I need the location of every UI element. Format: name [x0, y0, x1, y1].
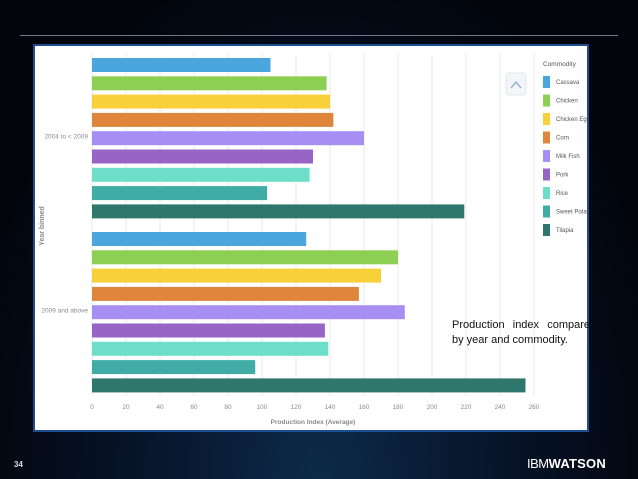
bar-cassava [92, 58, 271, 72]
x-tick-label: 240 [495, 404, 506, 411]
bar-tilapia [92, 378, 526, 393]
legend-title: Commodity [543, 61, 577, 68]
title-divider-line [20, 35, 618, 36]
bar-chicken-egg [92, 94, 330, 109]
legend-swatch [543, 131, 550, 144]
legend-swatch [543, 224, 550, 236]
x-tick-label: 220 [461, 404, 472, 411]
bar-pork [92, 323, 325, 338]
chart-panel: 2004 to < 2009 2009 and above 0 20 40 60 80 100… [33, 44, 589, 432]
bar-rice [92, 167, 310, 182]
chevron-up-icon [510, 80, 522, 89]
legend-label: Milk Fish [556, 154, 580, 160]
ibm-watson-logo: IBMWATSON [527, 456, 606, 471]
bar-milk-fish [92, 131, 364, 146]
legend-label: Cassava [556, 80, 580, 86]
legend-swatch [543, 76, 550, 88]
x-tick-label: 40 [156, 404, 164, 411]
legend-swatch [543, 168, 550, 181]
bar-chicken [92, 76, 327, 91]
y-category-label: 2004 to < 2009 [44, 133, 88, 140]
bar-cassava [92, 232, 307, 246]
x-tick-label: 60 [190, 404, 198, 411]
y-axis-title: Year binned [39, 206, 46, 246]
legend-swatch [543, 187, 550, 199]
legend-label: Rice [556, 191, 569, 197]
production-index-chart: 2004 to < 2009 2009 and above 0 20 40 60 80 100… [39, 54, 587, 426]
page-number: 34 [14, 460, 23, 469]
y-category-label: 2009 and above [41, 307, 88, 314]
legend-swatch [543, 150, 550, 162]
legend-swatch [543, 205, 550, 218]
bar-sweet-potato [92, 186, 268, 201]
bar-chicken-egg [92, 268, 381, 283]
x-tick-label: 160 [359, 404, 370, 411]
bar-corn [92, 286, 359, 301]
legend-swatch [543, 113, 550, 125]
legend-swatch [543, 94, 550, 107]
legend-label: Pork [556, 173, 569, 179]
logo-ibm-text: IBM [527, 456, 549, 471]
legend-label: Tilapia [556, 228, 574, 234]
bar-milk-fish [92, 305, 405, 320]
x-tick-label: 0 [90, 404, 94, 411]
bar-tilapia [92, 204, 465, 219]
legend-label: Chicken [556, 99, 578, 105]
legend-label: Corn [556, 136, 569, 142]
x-tick-label: 140 [325, 404, 336, 411]
x-tick-label: 20 [122, 404, 130, 411]
legend-label: Sweet Potato [556, 210, 587, 216]
legend-label: Chicken Egg [556, 117, 587, 123]
x-tick-label: 120 [291, 404, 302, 411]
x-axis-title: Production Index (Average) [271, 419, 356, 426]
x-tick-label: 180 [393, 404, 404, 411]
bar-chicken [92, 250, 398, 265]
bar-sweet-potato [92, 360, 256, 375]
chart-caption: Production index compare by year and com… [452, 319, 590, 346]
logo-watson-text: WATSON [548, 456, 606, 471]
bar-corn [92, 112, 334, 127]
bar-pork [92, 149, 313, 164]
x-tick-label: 100 [257, 404, 268, 411]
bar-rice [92, 341, 329, 356]
scroll-up-button [505, 72, 527, 96]
x-tick-label: 200 [427, 404, 438, 411]
x-tick-label: 80 [224, 404, 232, 411]
x-tick-label: 260 [529, 404, 540, 411]
